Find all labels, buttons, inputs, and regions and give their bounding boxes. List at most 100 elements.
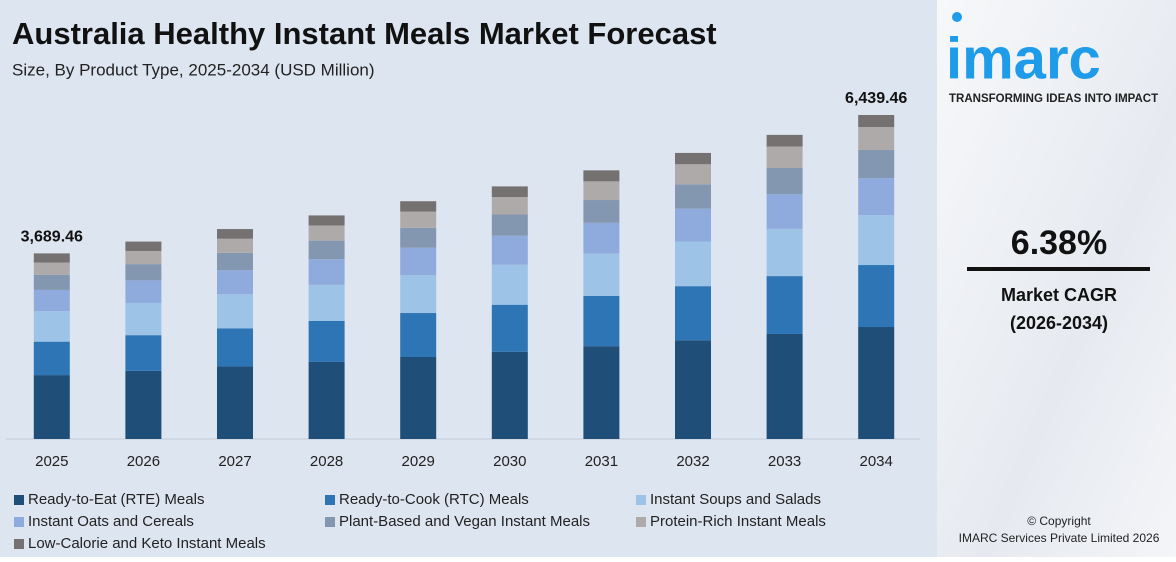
legend-swatch (14, 539, 24, 549)
x-tick-label: 2033 (768, 453, 801, 470)
bar-segment (675, 164, 711, 185)
bar-segment (400, 274, 437, 314)
x-tick-label: 2026 (127, 453, 160, 470)
bar-segment (766, 228, 803, 277)
bar-segment (400, 201, 437, 212)
bar-segment (491, 351, 528, 439)
side-panel (937, 0, 1176, 557)
bar-segment (858, 127, 895, 151)
chart-subtitle: Size, By Product Type, 2025-2034 (USD Mi… (12, 60, 375, 79)
bar-segment (858, 327, 895, 439)
bar-segment (766, 194, 803, 229)
bar-segment (33, 289, 70, 312)
bar-segment (491, 186, 528, 198)
cagr-rule (967, 267, 1150, 271)
bar-segment (675, 208, 711, 242)
legend-label: Protein-Rich Instant Meals (650, 513, 826, 530)
legend-swatch (325, 495, 335, 505)
bar-segment (491, 214, 528, 236)
bar-segment (217, 270, 253, 295)
logo: imarc (946, 26, 1101, 91)
bar-segment (766, 167, 803, 195)
bar-segment (858, 150, 895, 179)
x-tick-label: 2031 (585, 453, 618, 470)
bar-segment (217, 366, 253, 439)
bar-segment (766, 333, 803, 439)
bar-segment (400, 313, 437, 357)
legend-label: Instant Oats and Cereals (28, 513, 194, 530)
bar-segment (125, 370, 162, 439)
bar-segment (125, 302, 162, 336)
bar-segment (33, 262, 70, 275)
bar-segment (583, 295, 620, 347)
bar-segment (583, 170, 620, 182)
total-label: 3,689.46 (21, 229, 83, 246)
logo-dot (952, 12, 962, 22)
cagr-period: (2026-2034) (1010, 313, 1108, 333)
bar-segment (217, 328, 253, 367)
bar-segment (400, 247, 437, 275)
x-tick-label: 2029 (402, 453, 435, 470)
bar-segment (308, 225, 345, 241)
bar-segment (491, 304, 528, 352)
bar-segment (308, 259, 345, 285)
bar-segment (217, 252, 253, 271)
legend-label: Instant Soups and Salads (650, 491, 821, 508)
legend-swatch (325, 517, 335, 527)
bar-segment (858, 115, 895, 128)
bar-segment (858, 265, 895, 328)
bar-segment (491, 235, 528, 265)
cagr-label: Market CAGR (1001, 285, 1117, 305)
bar-segment (400, 356, 437, 439)
legend-label: Ready-to-Eat (RTE) Meals (28, 491, 204, 508)
bar-segment (308, 361, 345, 439)
bar-segment (766, 146, 803, 168)
bar-segment (33, 311, 70, 342)
chart-title: Australia Healthy Instant Meals Market F… (12, 16, 717, 51)
bar-segment (675, 286, 711, 341)
bar-segment (491, 264, 528, 305)
bar-segment (125, 280, 162, 303)
bar-segment (766, 134, 803, 147)
bar-segment (125, 250, 162, 265)
x-tick-label: 2032 (676, 453, 709, 470)
bar-segment (308, 320, 345, 362)
bar-segment (675, 340, 711, 439)
bar-segment (583, 200, 620, 223)
bar-segment (583, 253, 620, 296)
bar-segment (125, 335, 162, 371)
bar-segment (583, 346, 620, 439)
x-tick-label: 2025 (35, 453, 68, 470)
x-tick-label: 2028 (310, 453, 343, 470)
bar-segment (675, 152, 711, 165)
bar-segment (583, 181, 620, 201)
bar-segment (675, 241, 711, 287)
bar-segment (217, 294, 253, 329)
total-label: 6,439.46 (845, 90, 907, 107)
tagline: TRANSFORMING IDEAS INTO IMPACT (949, 93, 1158, 105)
bar-segment (491, 197, 528, 215)
bar-segment (583, 222, 620, 254)
cagr-value: 6.38% (1011, 224, 1107, 262)
bar-segment (308, 215, 345, 226)
bar-segment (308, 240, 345, 260)
copyright: © Copyright (1027, 514, 1091, 528)
bar-segment (308, 284, 345, 321)
bar-segment (400, 211, 437, 228)
legend-label: Ready-to-Cook (RTC) Meals (339, 491, 529, 508)
x-tick-label: 2027 (218, 453, 251, 470)
bar-segment (858, 178, 895, 216)
bar-segment (125, 264, 162, 281)
bar-segment (217, 238, 253, 253)
x-tick-label: 2030 (493, 453, 526, 470)
bar-segment (33, 274, 70, 290)
legend-label: Plant-Based and Vegan Instant Meals (339, 513, 590, 530)
bar-segment (858, 215, 895, 266)
bar-segment (400, 227, 437, 248)
bar-segment (33, 375, 70, 439)
legend-swatch (636, 495, 646, 505)
legend-swatch (14, 517, 24, 527)
bar-segment (217, 229, 253, 239)
company: IMARC Services Private Limited 2026 (959, 531, 1160, 545)
